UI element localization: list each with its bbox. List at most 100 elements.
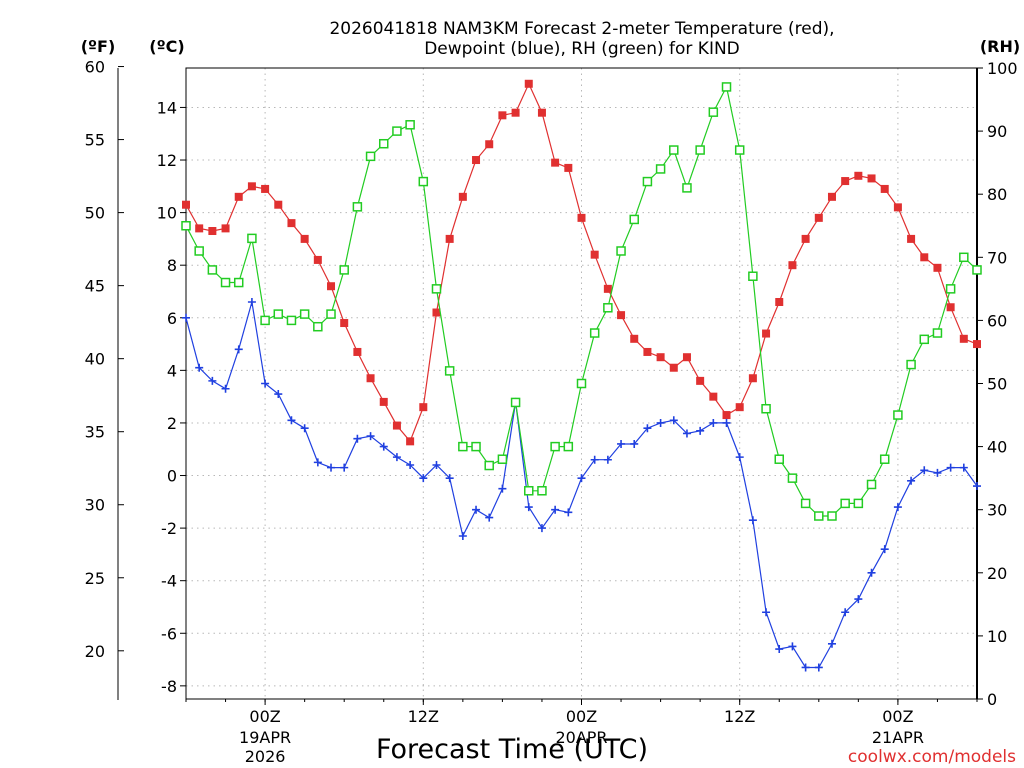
dewpoint-point bbox=[247, 297, 256, 306]
dewpoint-point bbox=[617, 439, 626, 448]
temperature-point bbox=[340, 319, 349, 328]
dewpoint-point bbox=[722, 418, 731, 427]
fahrenheit-tick-label: 40 bbox=[85, 350, 105, 369]
x-tick-label: 00Z bbox=[566, 707, 597, 726]
chart-title-line1: 2026041818 NAM3KM Forecast 2-meter Tempe… bbox=[329, 19, 834, 39]
rh-point bbox=[603, 303, 613, 313]
fahrenheit-unit-label: (ºF) bbox=[81, 37, 116, 56]
dewpoint-point bbox=[682, 429, 691, 438]
temperature-point bbox=[261, 184, 270, 193]
temperature-point bbox=[327, 282, 336, 291]
rh-point bbox=[326, 309, 336, 319]
temperature-point bbox=[854, 171, 863, 180]
rh-point bbox=[273, 309, 284, 319]
rh-point bbox=[484, 460, 494, 471]
temperature-point bbox=[234, 192, 243, 201]
rh-point bbox=[708, 107, 719, 117]
x-tick-year-label: 2026 bbox=[245, 747, 286, 766]
dewpoint-point bbox=[313, 458, 322, 467]
rh-point bbox=[774, 454, 784, 464]
rh-tick-label: 50 bbox=[987, 375, 1007, 394]
dewpoint-point bbox=[406, 461, 415, 470]
temperature-point bbox=[669, 363, 678, 372]
dewpoint-point bbox=[327, 463, 336, 472]
rh-point bbox=[220, 277, 231, 288]
rh-point bbox=[563, 441, 574, 452]
fahrenheit-tick-label: 20 bbox=[85, 642, 105, 661]
rh-point bbox=[629, 214, 639, 225]
dewpoint-point bbox=[643, 424, 652, 433]
fahrenheit-tick-label: 35 bbox=[85, 423, 105, 442]
rh-point bbox=[352, 202, 363, 212]
temperature-point bbox=[867, 174, 876, 183]
rh-point bbox=[379, 138, 389, 149]
temperature-point bbox=[511, 108, 520, 117]
rh-point bbox=[932, 328, 943, 338]
rh-point bbox=[748, 271, 758, 281]
dewpoint-point bbox=[537, 524, 546, 533]
fahrenheit-tick-label: 50 bbox=[85, 204, 105, 223]
temperature-point bbox=[577, 213, 586, 222]
rh-point bbox=[313, 321, 323, 332]
dewpoint-point bbox=[907, 476, 916, 485]
dewpoint-point bbox=[841, 608, 850, 617]
dewpoint-point bbox=[551, 505, 560, 514]
series-layer bbox=[181, 79, 982, 672]
temperature-point bbox=[880, 184, 889, 193]
series-group bbox=[182, 79, 981, 446]
rh-point bbox=[761, 403, 771, 414]
dewpoint-point bbox=[959, 463, 968, 472]
rh-point bbox=[233, 277, 244, 288]
rh-tick-label: 40 bbox=[987, 438, 1007, 457]
temperature-point bbox=[313, 255, 322, 264]
temperature-point bbox=[300, 234, 309, 243]
temperature-point bbox=[814, 213, 823, 222]
rh-point bbox=[339, 265, 349, 275]
dewpoint-point bbox=[590, 455, 599, 464]
temperature-point bbox=[801, 234, 810, 243]
temperature-point bbox=[643, 347, 652, 356]
dewpoint-point bbox=[656, 418, 665, 427]
rh-point bbox=[405, 120, 415, 130]
dewpoint-point bbox=[577, 474, 586, 483]
rh-point bbox=[576, 378, 587, 389]
celsius-unit-label: (ºC) bbox=[149, 37, 184, 56]
rh-point bbox=[866, 479, 877, 490]
rh-point bbox=[537, 486, 547, 496]
dewpoint-point bbox=[445, 474, 454, 483]
rh-point bbox=[959, 252, 969, 263]
temperature-point bbox=[274, 200, 283, 209]
temperature-point bbox=[709, 392, 718, 401]
dewpoint-point bbox=[867, 568, 876, 577]
temperature-point bbox=[432, 308, 441, 317]
temperature-point bbox=[748, 374, 757, 383]
temperature-point bbox=[287, 219, 296, 228]
dewpoint-point bbox=[788, 642, 797, 651]
fahrenheit-tick-label: 25 bbox=[85, 569, 105, 588]
temperature-point bbox=[498, 111, 507, 120]
temperature-point bbox=[827, 192, 836, 201]
celsius-tick-label: -8 bbox=[161, 677, 177, 696]
temperature-point bbox=[762, 329, 771, 338]
rh-point bbox=[392, 126, 402, 136]
temperature-point bbox=[959, 334, 968, 343]
temperature-point bbox=[247, 182, 256, 191]
temperature-point bbox=[195, 224, 204, 233]
dewpoint-point bbox=[775, 645, 784, 654]
temperature-point bbox=[933, 263, 942, 272]
temperature-point bbox=[630, 334, 639, 343]
rh-point bbox=[853, 498, 864, 509]
rh-point bbox=[194, 246, 204, 256]
rh-tick-label: 60 bbox=[987, 311, 1007, 330]
rh-point bbox=[945, 284, 956, 294]
rh-point bbox=[919, 334, 930, 345]
rh-point bbox=[247, 233, 257, 244]
rh-tick-label: 30 bbox=[987, 501, 1007, 520]
chart-title-line2: Dewpoint (blue), RH (green) for KIND bbox=[424, 39, 740, 59]
rh-point bbox=[299, 309, 310, 319]
dewpoint-point bbox=[973, 482, 981, 491]
temperature-point bbox=[445, 234, 454, 243]
dewpoint-point bbox=[748, 516, 757, 525]
rh-point bbox=[497, 454, 508, 464]
temperature-point bbox=[603, 284, 612, 293]
